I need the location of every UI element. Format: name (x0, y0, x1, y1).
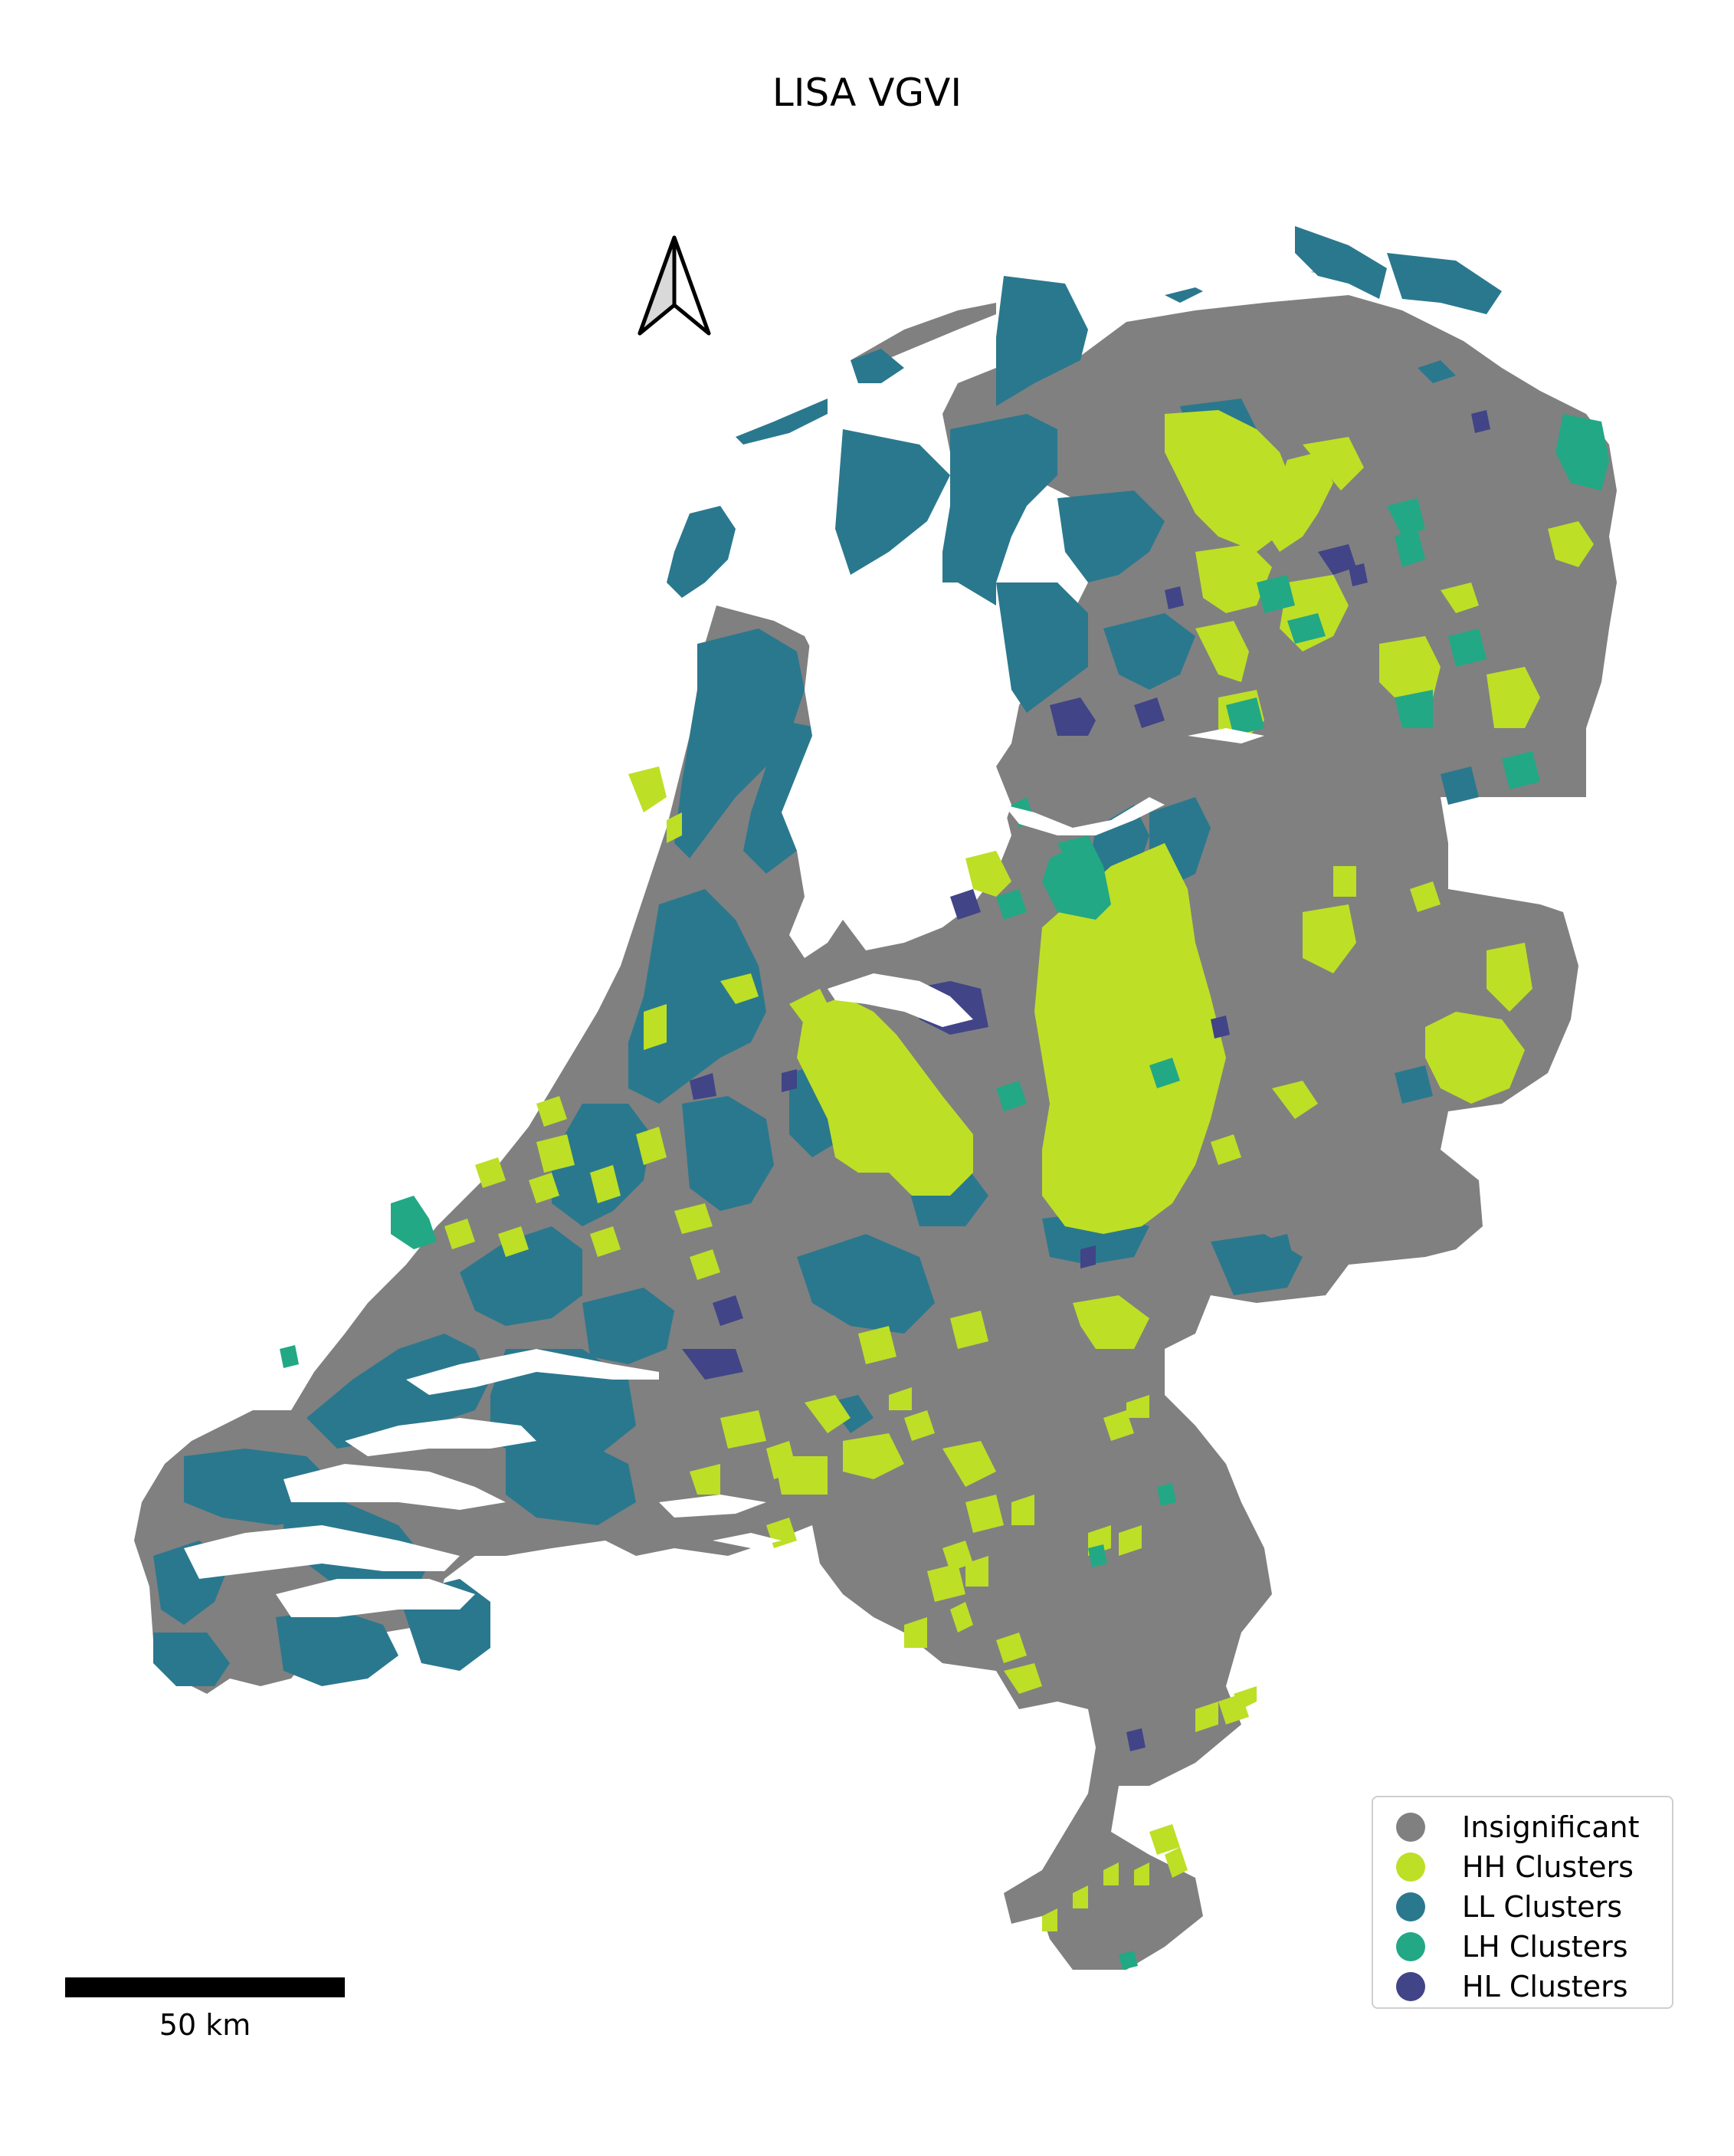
legend-item-hl: HL Clusters (1396, 1967, 1628, 2006)
legend-item-lh: LH Clusters (1396, 1928, 1628, 1966)
water-bodies (184, 582, 1264, 1617)
legend-swatch (1396, 1852, 1425, 1882)
region-lh-clusters (280, 414, 1609, 1970)
legend-label: HH Clusters (1462, 1850, 1634, 1884)
legend-swatch (1396, 1813, 1425, 1842)
legend-label: HL Clusters (1462, 1970, 1628, 2003)
legend-label: LL Clusters (1462, 1890, 1623, 1924)
scale-bar (65, 1977, 345, 1997)
region-ll-clusters (153, 226, 1502, 1686)
north-arrow-icon (638, 235, 711, 336)
scale-bar-label: 50 km (159, 2008, 251, 2042)
legend-swatch (1396, 1932, 1425, 1961)
legend-swatch (1396, 1892, 1425, 1921)
legend-label: LH Clusters (1462, 1930, 1628, 1964)
map-title: LISA VGVI (772, 71, 962, 115)
map-legend: Insignificant HH Clusters LL Clusters LH… (1372, 1796, 1673, 2009)
legend-item-insignificant: Insignificant (1396, 1808, 1640, 1846)
legend-swatch (1396, 1972, 1425, 2001)
legend-item-ll: LL Clusters (1396, 1888, 1622, 1926)
legend-item-hh: HH Clusters (1396, 1848, 1634, 1886)
legend-label: Insignificant (1462, 1810, 1640, 1844)
